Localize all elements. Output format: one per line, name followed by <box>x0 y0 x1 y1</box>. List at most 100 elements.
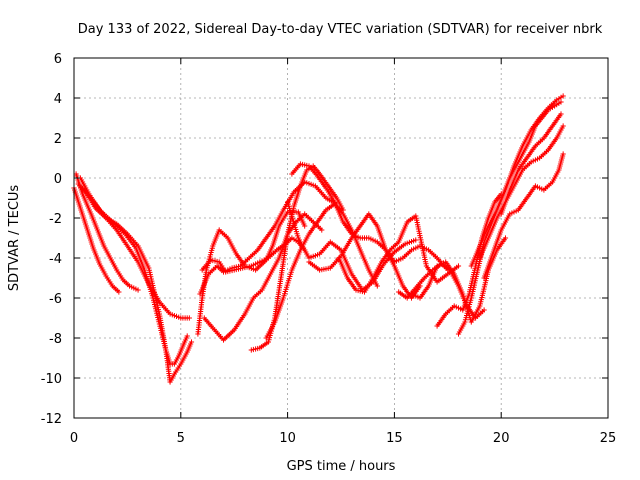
data-point-markers <box>338 237 354 259</box>
data-point-markers <box>297 169 309 189</box>
data-point-markers <box>387 241 400 253</box>
data-point-markers <box>272 209 285 229</box>
data-point-markers <box>494 189 508 213</box>
y-tick-label: 4 <box>54 92 62 107</box>
data-point-markers <box>340 219 354 235</box>
series-trace <box>84 189 193 385</box>
x-tick-label: 20 <box>493 431 510 446</box>
data-point-markers <box>477 269 491 309</box>
data-point-markers <box>357 247 371 271</box>
data-point-markers <box>528 156 541 165</box>
data-point-markers <box>267 257 281 277</box>
data-point-markers <box>167 373 176 385</box>
data-point-markers <box>515 197 529 213</box>
data-point-marker <box>374 283 380 289</box>
data-point-marker <box>560 151 566 157</box>
data-point-markers <box>325 183 339 199</box>
data-point-markers <box>507 169 520 193</box>
data-point-markers <box>314 173 328 189</box>
data-plot-area <box>71 93 566 385</box>
data-point-markers <box>490 229 504 257</box>
data-point-markers <box>485 201 497 221</box>
data-point-markers <box>524 185 537 201</box>
data-point-marker <box>560 123 566 129</box>
data-point-markers <box>291 185 303 209</box>
data-point-markers <box>485 209 499 229</box>
y-tick-label: -8 <box>49 332 62 347</box>
data-point-marker <box>558 111 564 117</box>
data-point-markers <box>426 247 438 259</box>
data-point-markers <box>171 363 183 377</box>
x-tick-label: 25 <box>600 431 617 446</box>
y-tick-label: -10 <box>41 372 62 387</box>
data-point-markers <box>289 235 299 244</box>
data-point-markers <box>302 179 316 188</box>
data-point-markers <box>404 214 417 225</box>
data-point-markers <box>253 258 268 273</box>
data-point-markers <box>477 225 491 249</box>
data-point-markers <box>250 289 263 301</box>
data-point-markers <box>257 256 269 265</box>
data-point-markers <box>84 225 96 249</box>
data-point-markers <box>197 273 211 297</box>
data-point-markers <box>124 231 140 247</box>
series-track-20 <box>468 93 566 269</box>
data-point-markers <box>366 235 378 244</box>
data-point-markers <box>391 263 405 287</box>
data-point-marker <box>319 227 325 233</box>
data-point-markers <box>195 297 205 337</box>
data-point-markers <box>462 297 474 325</box>
data-point-markers <box>443 259 456 275</box>
plot-frame <box>73 57 609 419</box>
data-point-markers <box>246 249 259 261</box>
data-point-marker <box>558 99 564 105</box>
data-point-markers <box>541 181 554 193</box>
data-point-markers <box>317 171 330 187</box>
data-point-markers <box>379 249 392 265</box>
data-point-markers <box>332 199 345 223</box>
data-point-marker <box>116 289 122 295</box>
data-point-markers <box>443 305 456 317</box>
data-point-markers <box>242 297 255 317</box>
data-point-markers <box>468 245 482 269</box>
data-point-markers <box>302 211 315 223</box>
data-point-markers <box>528 117 541 133</box>
data-point-markers <box>156 311 169 351</box>
data-point-markers <box>88 211 100 231</box>
data-point-markers <box>507 208 519 217</box>
x-tick-label: 10 <box>279 431 296 446</box>
series-track-14 <box>306 211 451 273</box>
data-point-markers <box>336 255 350 279</box>
data-point-markers <box>124 243 140 263</box>
data-point-markers <box>498 189 512 217</box>
data-point-markers <box>306 221 319 237</box>
data-point-markers <box>396 289 409 300</box>
data-point-markers <box>481 253 495 281</box>
data-point-markers <box>210 325 225 341</box>
data-point-markers <box>317 241 332 257</box>
data-point-markers <box>276 261 286 293</box>
data-point-markers <box>323 185 336 203</box>
data-point-markers <box>511 145 525 169</box>
data-point-markers <box>396 221 409 245</box>
data-point-markers <box>520 129 533 149</box>
data-point-markers <box>135 243 151 269</box>
data-point-markers <box>417 285 430 301</box>
data-point-markers <box>94 227 106 247</box>
data-point-markers <box>520 141 531 157</box>
data-point-markers <box>263 321 277 341</box>
data-point-markers <box>289 249 303 273</box>
data-point-markers <box>103 215 118 226</box>
x-tick-label: 0 <box>70 431 78 446</box>
data-point-markers <box>485 217 499 241</box>
data-point-markers <box>451 303 464 312</box>
data-point-markers <box>263 225 277 241</box>
data-point-marker <box>560 93 566 99</box>
data-point-markers <box>349 271 364 291</box>
data-point-markers <box>150 295 162 325</box>
data-point-markers <box>361 277 375 295</box>
data-point-markers <box>314 209 328 225</box>
data-point-markers <box>502 165 516 193</box>
data-point-markers <box>434 260 447 269</box>
data-point-markers <box>304 164 314 173</box>
